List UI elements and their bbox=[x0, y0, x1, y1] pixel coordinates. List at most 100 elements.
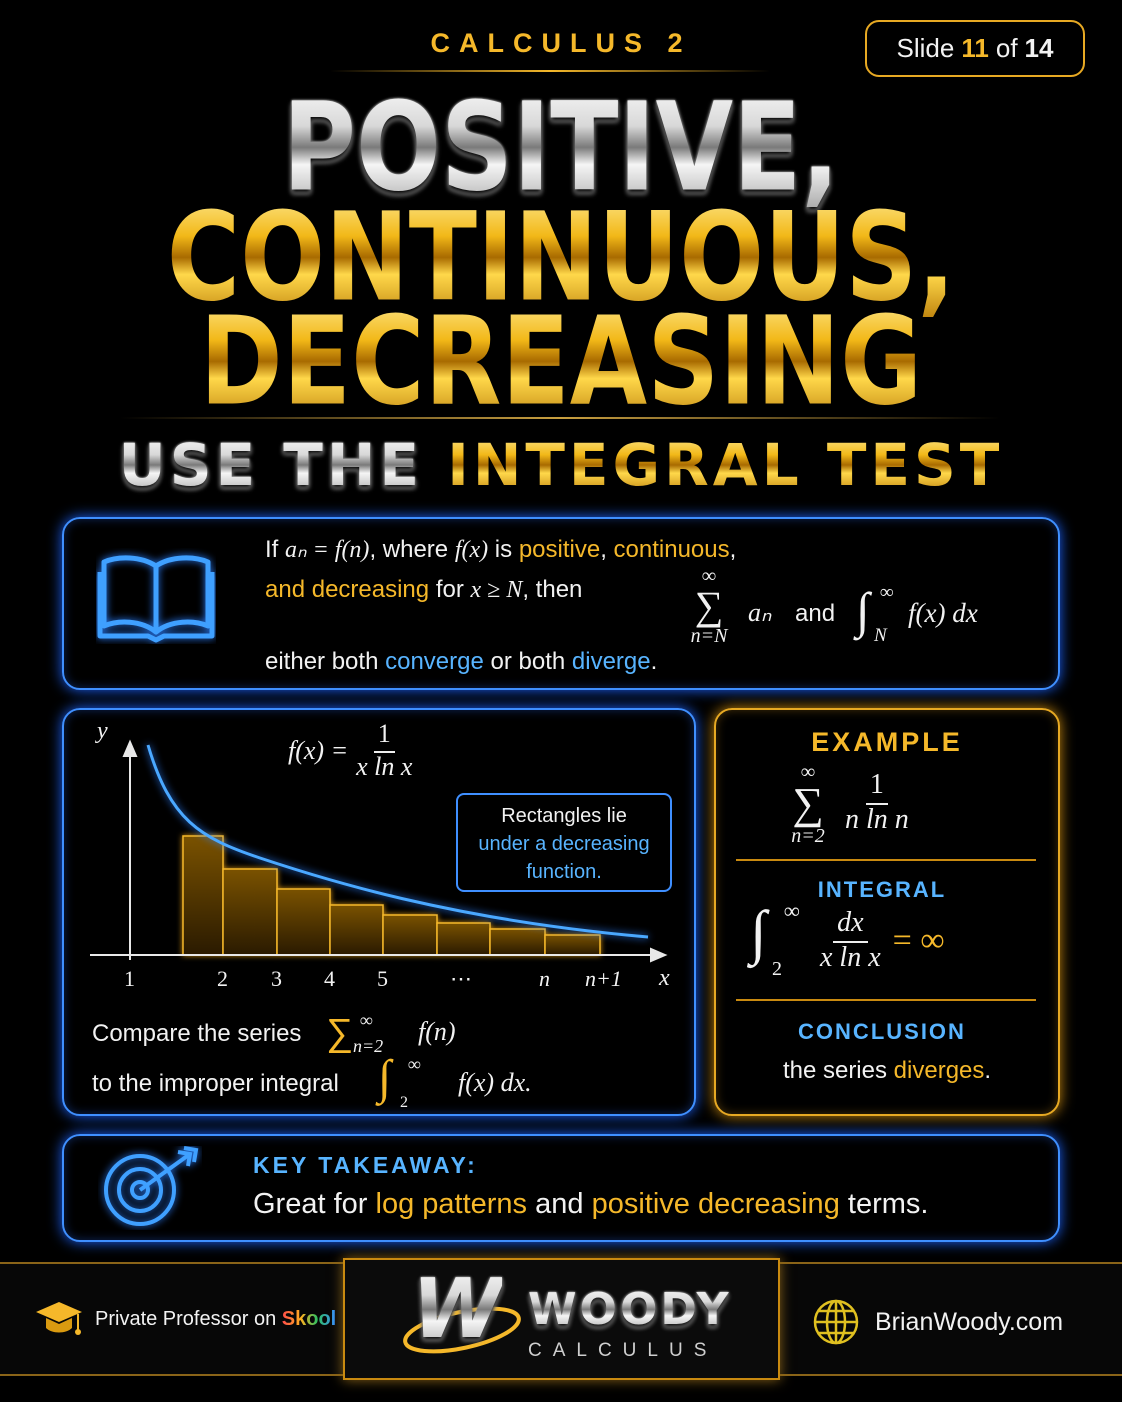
tick-label: 2 bbox=[217, 966, 228, 991]
int-symbol: ∫ bbox=[856, 582, 870, 638]
result: = ∞ bbox=[892, 921, 945, 959]
highlight: continuous bbox=[613, 536, 730, 563]
tick-label: 4 bbox=[324, 966, 335, 991]
slide-current: 11 bbox=[961, 33, 989, 63]
slide-badge: Slide 11 of 14 bbox=[865, 20, 1085, 77]
conclusion: the series diverges. bbox=[714, 1057, 1060, 1085]
arrow bbox=[650, 947, 668, 963]
text: Private Professor on bbox=[95, 1308, 277, 1330]
text: Great for bbox=[253, 1188, 368, 1220]
text: . bbox=[984, 1057, 992, 1084]
title-line: CONTINUOUS, bbox=[166, 186, 956, 329]
tick-label: n bbox=[539, 966, 550, 991]
highlight: positive decreasing bbox=[591, 1188, 840, 1220]
logo-sub: CALCULUS bbox=[528, 1340, 718, 1361]
brand: Skool bbox=[281, 1308, 337, 1330]
highlight: and bbox=[265, 576, 306, 603]
rectangle bbox=[222, 868, 278, 956]
compare-text: to the improper integral bbox=[92, 1070, 339, 1097]
text: is bbox=[494, 536, 513, 563]
sum-upper: ∞ bbox=[360, 1010, 373, 1030]
integral-formula: dx x ln x = ∞ bbox=[820, 907, 945, 974]
subtitle-lead: USE THE bbox=[118, 431, 424, 499]
int-upper: ∞ bbox=[784, 898, 800, 923]
divider bbox=[120, 417, 1000, 419]
axis-label: x bbox=[659, 965, 670, 991]
sum-symbol: ∑ bbox=[694, 583, 724, 628]
tick-label: 3 bbox=[271, 966, 282, 991]
title-line: POSITIVE, bbox=[282, 76, 840, 219]
footer-left: Private Professor on Skool bbox=[95, 1308, 336, 1331]
text: If bbox=[265, 536, 279, 563]
rectangle bbox=[182, 835, 224, 956]
conclusion-heading: CONCLUSION bbox=[798, 1019, 966, 1044]
takeaway-text: Great for log patterns and positive decr… bbox=[253, 1188, 928, 1221]
rectangle bbox=[544, 934, 601, 956]
text: and bbox=[535, 1188, 584, 1220]
int-upper: ∞ bbox=[880, 582, 894, 603]
integrand: f(x) dx. bbox=[458, 1068, 532, 1097]
sum: ∞ ∑ n=2 bbox=[776, 762, 840, 846]
highlight: log patterns bbox=[375, 1188, 528, 1220]
slide-label: Slide bbox=[896, 33, 955, 63]
rectangle bbox=[382, 914, 438, 956]
logo-panel bbox=[343, 1258, 780, 1380]
course-label: CALCULUS 2 bbox=[430, 28, 692, 58]
int-lower: 2 bbox=[772, 958, 782, 980]
text: , bbox=[600, 536, 607, 563]
sum-upper: ∞ bbox=[800, 761, 816, 783]
math: x ≥ N bbox=[470, 577, 523, 603]
callout: Rectangles lie under a decreasing functi… bbox=[456, 793, 672, 892]
tick-label: 5 bbox=[377, 966, 388, 991]
text: for bbox=[435, 576, 464, 603]
subtitle: USE THE INTEGRAL TEST bbox=[0, 432, 1122, 498]
divider bbox=[330, 70, 770, 72]
int-upper: ∞ bbox=[408, 1054, 421, 1074]
sum-lower: n=N bbox=[690, 625, 728, 647]
sum-lower: n=2 bbox=[791, 825, 825, 847]
graph-box bbox=[62, 708, 696, 1116]
slide-sep: of bbox=[995, 33, 1018, 63]
denominator: n ln n bbox=[845, 803, 909, 835]
int-symbol: ∫ bbox=[750, 899, 767, 965]
integrand: f(x) dx bbox=[908, 598, 978, 628]
highlight: decreasing bbox=[311, 576, 430, 603]
text: and bbox=[795, 600, 836, 627]
text: either both bbox=[265, 648, 379, 675]
callout-text: under a bbox=[478, 833, 547, 855]
logo-name: WOODY bbox=[528, 1284, 732, 1335]
int-lower: 2 bbox=[400, 1094, 408, 1111]
highlight: converge bbox=[385, 648, 484, 675]
rectangle bbox=[329, 904, 384, 956]
tick-label: n+1 bbox=[585, 966, 622, 991]
subtitle-highlight: INTEGRAL TEST bbox=[447, 431, 1004, 499]
highlight: positive bbox=[518, 536, 601, 563]
callout-line: Rectangles lie bbox=[501, 805, 627, 827]
highlight: diverge bbox=[571, 648, 651, 675]
sum-symbol: ∑ bbox=[792, 779, 824, 828]
denominator: x ln x bbox=[356, 751, 413, 781]
sum-symbol: ∑ bbox=[326, 1012, 354, 1054]
curve bbox=[146, 744, 649, 939]
math: f(x) = bbox=[288, 735, 349, 765]
cap-icon bbox=[36, 1302, 82, 1335]
divider bbox=[736, 859, 1036, 861]
int-lower: N bbox=[874, 625, 887, 646]
text: , where bbox=[369, 536, 449, 563]
integral-heading: INTEGRAL bbox=[817, 877, 947, 902]
callout-highlight: decreasing bbox=[551, 833, 650, 855]
sum-upper: ∞ bbox=[701, 565, 717, 587]
highlight: diverges bbox=[893, 1057, 985, 1084]
example-box bbox=[714, 708, 1060, 1116]
text: terms. bbox=[847, 1188, 929, 1220]
logo-mark: W bbox=[412, 1262, 503, 1357]
denominator: x ln x bbox=[820, 941, 881, 973]
theorem-line: either both converge or both diverge. bbox=[265, 648, 657, 676]
footer-right: BrianWoody.com bbox=[875, 1308, 1064, 1336]
math: aₙ = f(n) bbox=[285, 537, 370, 563]
takeaway-box bbox=[62, 1134, 1060, 1242]
int-symbol: ∫ bbox=[378, 1051, 392, 1104]
target-icon bbox=[104, 1146, 199, 1226]
